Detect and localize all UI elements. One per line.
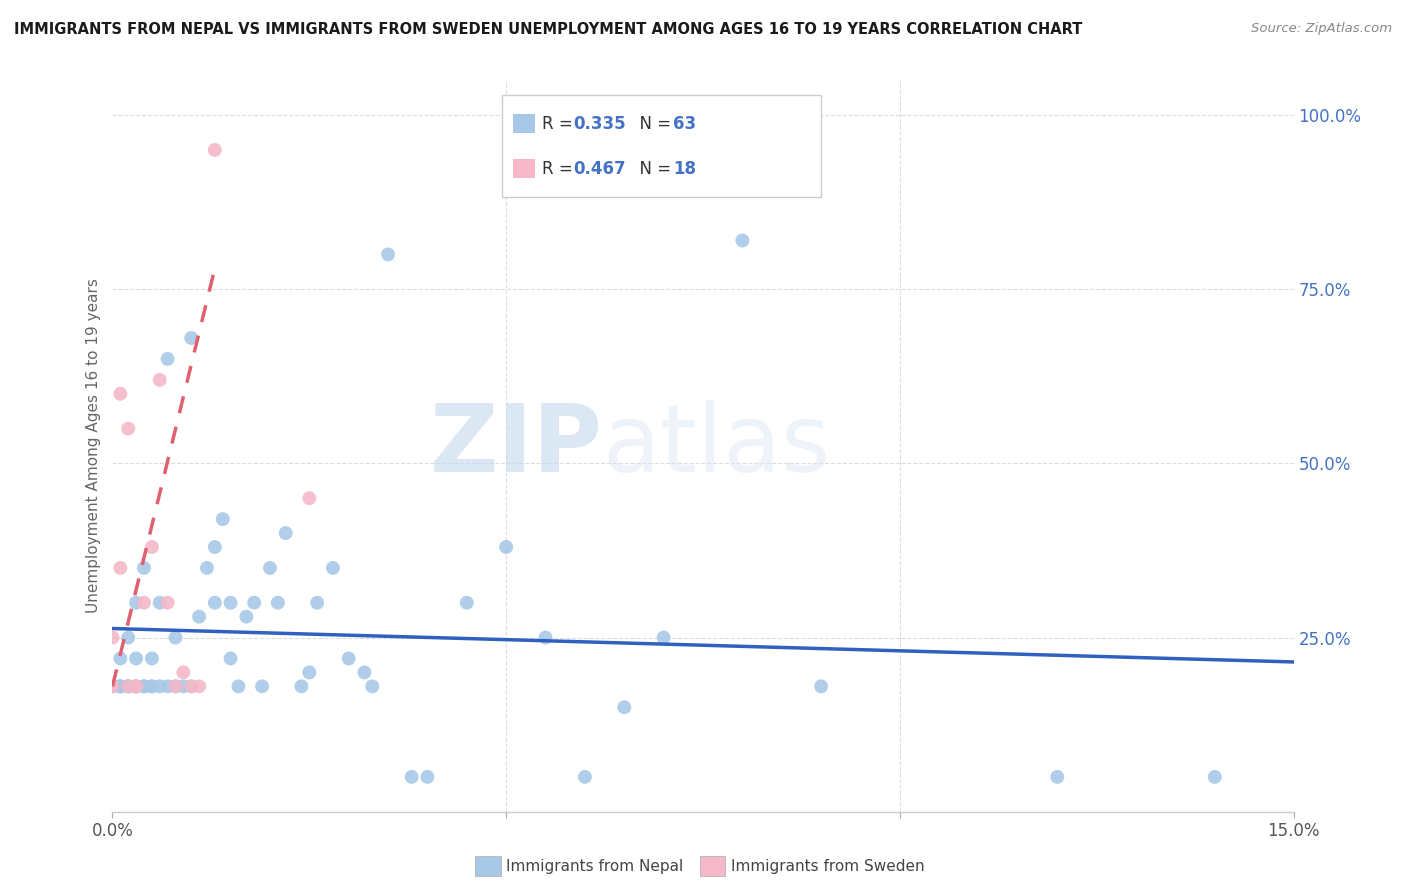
Point bbox=[117, 679, 139, 693]
Point bbox=[353, 665, 375, 680]
Text: R =: R = bbox=[543, 160, 578, 178]
Point bbox=[117, 679, 139, 693]
Point bbox=[172, 679, 194, 693]
Point bbox=[259, 561, 281, 575]
Point bbox=[149, 679, 172, 693]
Point bbox=[132, 679, 155, 693]
Point bbox=[180, 331, 202, 345]
Point bbox=[125, 679, 148, 693]
Point bbox=[132, 679, 155, 693]
Point bbox=[101, 631, 124, 645]
Text: 18: 18 bbox=[673, 160, 696, 178]
Point bbox=[141, 540, 163, 554]
Text: ZIP: ZIP bbox=[430, 400, 603, 492]
Point bbox=[274, 526, 297, 541]
Point bbox=[125, 679, 148, 693]
Point bbox=[156, 596, 179, 610]
Point bbox=[125, 651, 148, 665]
Point bbox=[101, 679, 124, 693]
Text: atlas: atlas bbox=[603, 400, 831, 492]
Point bbox=[101, 679, 124, 693]
Text: Immigrants from Sweden: Immigrants from Sweden bbox=[731, 859, 925, 873]
Point bbox=[401, 770, 423, 784]
Point bbox=[132, 561, 155, 575]
Point bbox=[188, 679, 211, 693]
Point bbox=[1204, 770, 1226, 784]
Text: R =: R = bbox=[543, 114, 578, 133]
Point bbox=[141, 651, 163, 665]
Point bbox=[337, 651, 360, 665]
Text: Source: ZipAtlas.com: Source: ZipAtlas.com bbox=[1251, 22, 1392, 36]
Point bbox=[110, 561, 132, 575]
Point bbox=[165, 679, 187, 693]
Point bbox=[250, 679, 273, 693]
Point bbox=[110, 651, 132, 665]
Point bbox=[219, 596, 242, 610]
Point bbox=[125, 596, 148, 610]
Point bbox=[125, 679, 148, 693]
Point bbox=[141, 679, 163, 693]
Point bbox=[290, 679, 312, 693]
Point bbox=[180, 679, 202, 693]
Point bbox=[132, 596, 155, 610]
Text: IMMIGRANTS FROM NEPAL VS IMMIGRANTS FROM SWEDEN UNEMPLOYMENT AMONG AGES 16 TO 19: IMMIGRANTS FROM NEPAL VS IMMIGRANTS FROM… bbox=[14, 22, 1083, 37]
Point bbox=[165, 679, 187, 693]
Point bbox=[298, 665, 321, 680]
Point bbox=[117, 631, 139, 645]
Y-axis label: Unemployment Among Ages 16 to 19 years: Unemployment Among Ages 16 to 19 years bbox=[86, 278, 101, 614]
Point bbox=[125, 679, 148, 693]
Point bbox=[219, 651, 242, 665]
Point bbox=[180, 679, 202, 693]
Point bbox=[117, 679, 139, 693]
Point bbox=[204, 143, 226, 157]
Point bbox=[731, 234, 754, 248]
Text: 0.467: 0.467 bbox=[574, 160, 626, 178]
Point bbox=[110, 386, 132, 401]
Point bbox=[1046, 770, 1069, 784]
Point bbox=[810, 679, 832, 693]
Point bbox=[613, 700, 636, 714]
Point bbox=[172, 665, 194, 680]
Point bbox=[495, 540, 517, 554]
Point bbox=[117, 679, 139, 693]
Point bbox=[156, 679, 179, 693]
Text: Immigrants from Nepal: Immigrants from Nepal bbox=[506, 859, 683, 873]
Point bbox=[652, 631, 675, 645]
Text: N =: N = bbox=[630, 114, 676, 133]
Point bbox=[456, 596, 478, 610]
Point bbox=[110, 679, 132, 693]
Point bbox=[165, 631, 187, 645]
Point bbox=[377, 247, 399, 261]
Point bbox=[141, 679, 163, 693]
Point bbox=[211, 512, 233, 526]
Point bbox=[110, 679, 132, 693]
Point bbox=[243, 596, 266, 610]
Point bbox=[534, 631, 557, 645]
Point bbox=[574, 770, 596, 784]
Text: 0.335: 0.335 bbox=[574, 114, 626, 133]
Point bbox=[188, 609, 211, 624]
Point bbox=[204, 596, 226, 610]
Point bbox=[195, 561, 218, 575]
Point bbox=[117, 421, 139, 435]
Point bbox=[204, 540, 226, 554]
Point bbox=[416, 770, 439, 784]
Point bbox=[267, 596, 290, 610]
Point bbox=[235, 609, 257, 624]
Point bbox=[298, 491, 321, 506]
Point bbox=[307, 596, 329, 610]
Point bbox=[149, 596, 172, 610]
Point bbox=[110, 679, 132, 693]
Text: N =: N = bbox=[630, 160, 676, 178]
Point bbox=[228, 679, 250, 693]
Text: 63: 63 bbox=[673, 114, 696, 133]
Point bbox=[322, 561, 344, 575]
Point bbox=[101, 679, 124, 693]
Point bbox=[361, 679, 384, 693]
Point bbox=[149, 373, 172, 387]
Point bbox=[156, 351, 179, 366]
